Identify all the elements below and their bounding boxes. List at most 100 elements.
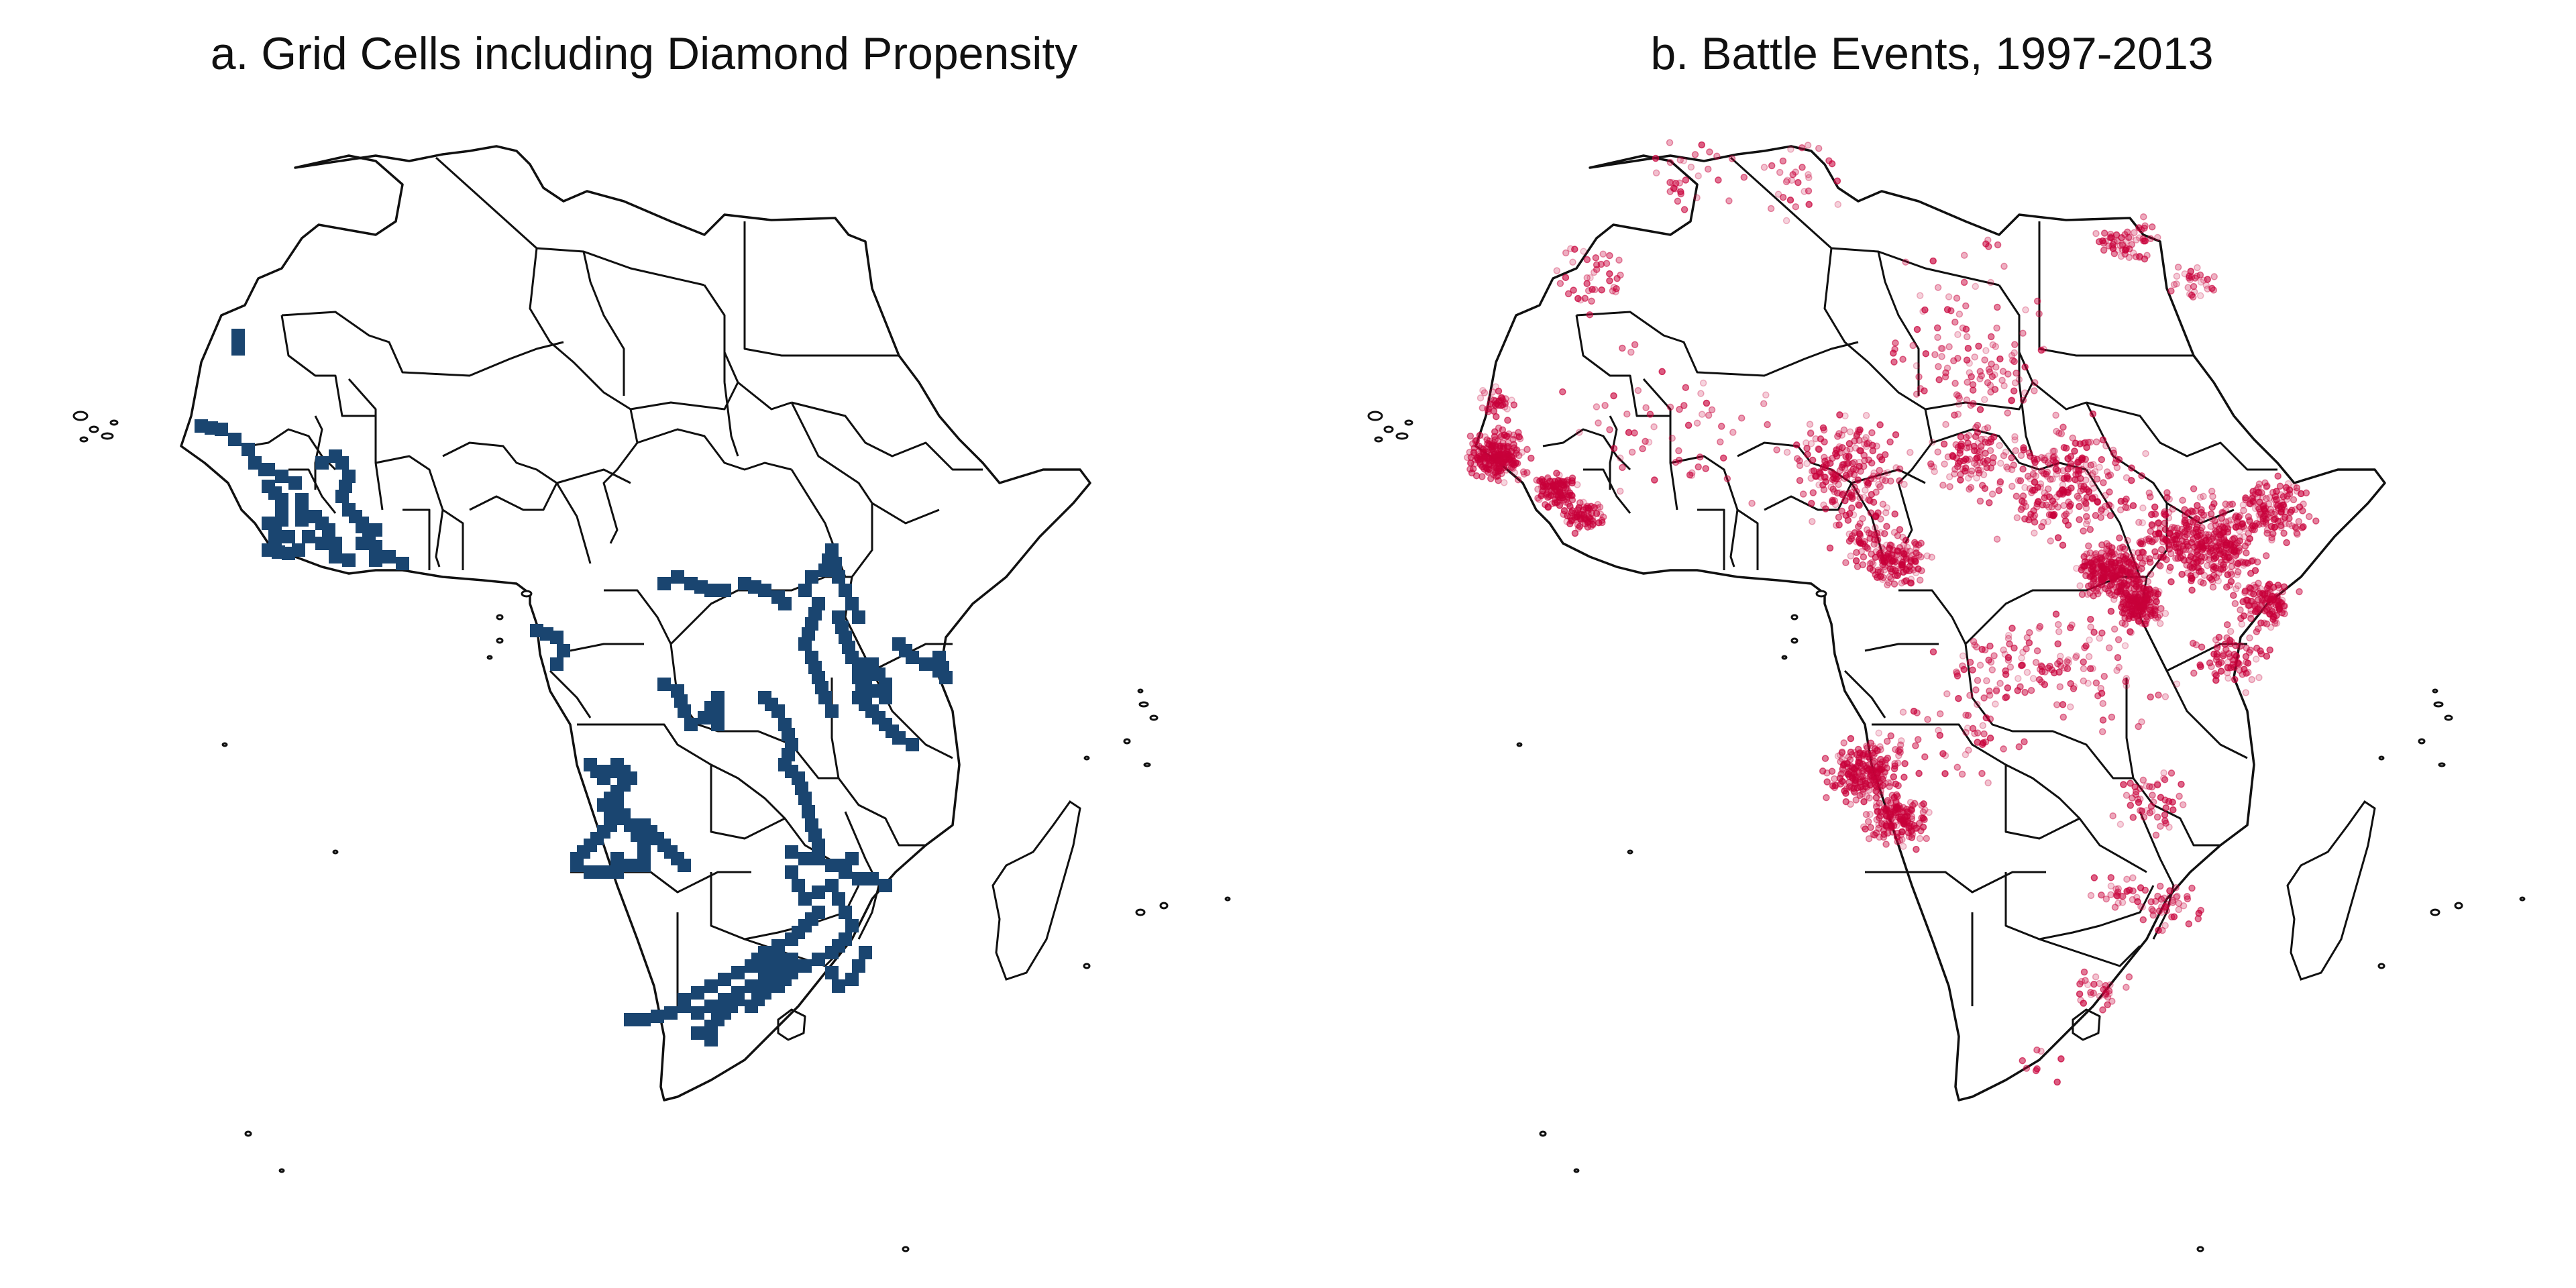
battle-event-point <box>1931 351 1939 358</box>
battle-event-point <box>2161 775 2169 784</box>
diamond-grid-cell <box>671 570 684 584</box>
battle-event-point <box>2054 640 2061 648</box>
battle-event-point <box>1980 730 1988 738</box>
battle-event-point <box>2117 498 2125 505</box>
battle-event-point <box>1481 433 1489 441</box>
battle-event-point <box>1860 451 1868 460</box>
battle-event-point <box>2030 471 2037 479</box>
battle-event-point <box>1497 442 1504 449</box>
battle-event-point <box>1562 498 1569 506</box>
battle-event-point <box>1493 413 1500 421</box>
battle-event-point <box>2017 661 2025 669</box>
diamond-grid-cell <box>839 584 852 597</box>
battle-event-point <box>2012 370 2020 377</box>
battle-event-point <box>2200 580 2207 587</box>
battle-event-point <box>2080 1000 2088 1007</box>
battle-event-point <box>2104 561 2112 568</box>
battle-event-point <box>1883 815 1890 822</box>
diamond-grid-cell <box>879 691 892 704</box>
battle-event-point <box>1847 535 1855 543</box>
battle-event-point <box>1876 790 1884 798</box>
battle-event-point <box>1913 325 1921 333</box>
battle-event-point <box>1831 775 1838 783</box>
battle-event-point <box>2217 523 2224 531</box>
battle-event-point <box>2194 502 2201 509</box>
battle-event-point <box>1851 749 1859 756</box>
battle-event-point <box>1962 325 1970 333</box>
battle-event-point <box>1880 574 1887 582</box>
battle-event-point <box>2296 588 2303 596</box>
battle-event-point <box>2099 1006 2106 1014</box>
battle-event-point <box>2242 496 2249 504</box>
diamond-grid-cell <box>839 906 852 919</box>
small-island <box>496 637 504 644</box>
battle-event-point <box>2223 539 2231 547</box>
battle-event-point <box>1843 460 1851 468</box>
battle-event-point <box>1864 440 1871 447</box>
battle-event-point <box>2095 564 2103 571</box>
battle-event-point <box>2169 806 2177 814</box>
battle-event-point <box>1487 475 1495 482</box>
battle-event-point <box>2087 615 2094 623</box>
battle-event-point <box>1997 460 2004 467</box>
battle-event-point <box>1966 692 1974 699</box>
battle-event-point <box>1586 513 1593 521</box>
diamond-grid-cell <box>550 631 564 644</box>
battle-event-point <box>1996 355 2004 363</box>
battle-event-point <box>2223 621 2231 629</box>
battle-event-point <box>2138 718 2145 726</box>
battle-event-point <box>1558 492 1566 500</box>
small-island <box>486 655 493 660</box>
battle-event-point <box>1829 498 1836 506</box>
battle-event-point <box>1872 571 1880 579</box>
battle-event-point <box>1835 513 1843 521</box>
battle-event-point <box>1978 372 1986 380</box>
battle-event-point <box>2092 229 2100 237</box>
battle-event-point <box>2118 246 2127 254</box>
battle-event-point <box>1829 485 1837 493</box>
battle-event-point <box>2080 527 2087 535</box>
battle-event-point <box>1696 453 1704 461</box>
battle-event-point <box>2185 920 2193 928</box>
battle-event-point <box>1593 403 1601 411</box>
battle-event-point <box>2176 792 2183 800</box>
battle-event-point <box>2008 454 2015 462</box>
battle-event-point <box>2131 783 2139 791</box>
battle-event-point <box>1695 172 1702 180</box>
battle-event-point <box>2011 433 2019 441</box>
battle-event-point <box>1703 399 1711 407</box>
battle-event-point <box>1993 535 2001 543</box>
battle-event-point <box>2151 536 2159 543</box>
diamond-grid-cell <box>798 584 812 597</box>
battle-event-point <box>2155 691 2162 699</box>
battle-event-point <box>2098 541 2106 549</box>
battle-event-point <box>2253 558 2261 566</box>
battle-event-point <box>1536 496 1543 503</box>
country-border <box>1843 669 1886 718</box>
battle-event-point <box>1580 248 1587 255</box>
battle-event-point <box>1839 461 1847 469</box>
country-border <box>2004 872 2155 941</box>
small-island <box>109 419 119 426</box>
battle-event-point <box>1804 451 1811 458</box>
battle-event-point <box>2180 545 2187 553</box>
battle-event-point <box>2123 983 2130 991</box>
battle-event-point <box>2238 621 2246 628</box>
battle-event-point <box>1854 500 1862 508</box>
battle-event-point <box>1998 376 2006 384</box>
battle-event-point <box>2211 670 2218 678</box>
battle-event-point <box>2145 489 2153 497</box>
battle-event-point <box>1972 686 1980 694</box>
battle-event-point <box>1476 431 1484 439</box>
battle-event-point <box>1894 532 1902 539</box>
battle-event-point <box>1478 451 1485 459</box>
battle-event-point <box>1845 753 1852 761</box>
battle-event-point <box>2196 271 2204 279</box>
battle-event-point <box>2021 484 2029 492</box>
battle-event-point <box>1894 572 1901 580</box>
battle-event-point <box>1499 462 1507 470</box>
battle-event-point <box>1962 729 1970 737</box>
battle-event-point <box>1951 411 1958 419</box>
battle-event-point <box>2234 559 2242 568</box>
battle-event-point <box>1674 197 1682 205</box>
